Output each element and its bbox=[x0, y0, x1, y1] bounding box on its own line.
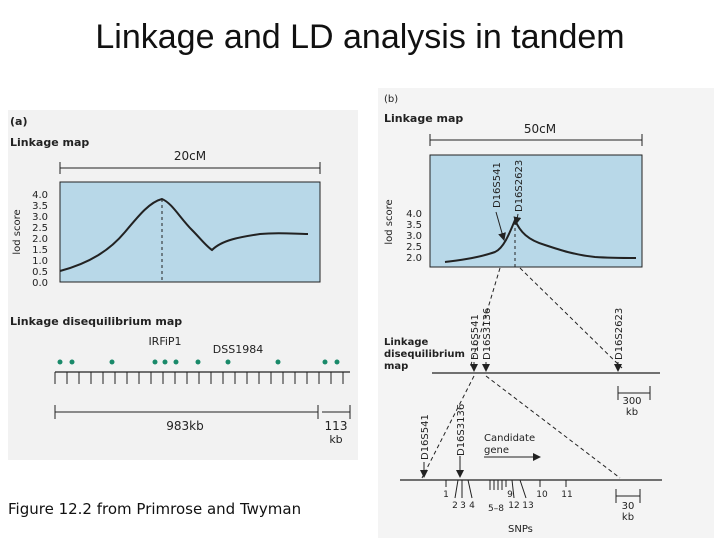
ld-marker-d16s541: D16S541 bbox=[470, 314, 481, 360]
snp-label: SNPs bbox=[508, 524, 533, 535]
panel-b-plot-area bbox=[429, 154, 643, 268]
ld-title-line-1: Linkage bbox=[384, 337, 428, 348]
snp-number: 13 bbox=[522, 501, 533, 511]
ld-marker-d16s3136: D16S3136 bbox=[482, 308, 493, 360]
snp-ticks bbox=[445, 479, 567, 499]
snp-number: 5–8 bbox=[488, 504, 504, 514]
panel-b: (b) Linkage map 50cM D16S541 D16S2623 lo… bbox=[378, 88, 714, 538]
snp-number: 9 bbox=[507, 490, 513, 500]
snp-number: 12 bbox=[508, 501, 519, 511]
scale-unit-kb: kb bbox=[622, 512, 634, 523]
y-tick: 0.0 bbox=[32, 278, 48, 289]
y-tick: 2.5 bbox=[406, 242, 422, 253]
zoom-line bbox=[469, 267, 501, 369]
scale-label-300: 300 bbox=[622, 396, 641, 407]
y-tick: 2.0 bbox=[406, 253, 422, 264]
panel-a-linkage-title: Linkage map bbox=[10, 136, 89, 149]
y-tick: 1.0 bbox=[32, 256, 48, 267]
ld-map-ticks-a bbox=[54, 372, 344, 384]
y-tick: 4.0 bbox=[406, 209, 422, 220]
snp-number: 1 bbox=[443, 490, 449, 500]
panel-a-label: (a) bbox=[10, 115, 27, 128]
panel-b-linkage-title: Linkage map bbox=[384, 112, 463, 125]
snp-number: 2 bbox=[452, 501, 458, 511]
y-tick: 3.0 bbox=[32, 212, 48, 223]
ld-dots-a bbox=[57, 359, 340, 365]
y-tick: 0.5 bbox=[32, 267, 48, 278]
slide-title: Linkage and LD analysis in tandem bbox=[95, 18, 625, 56]
y-ticks-a: 4.0 3.5 3.0 2.5 2.0 1.5 1.0 0.5 0.0 bbox=[32, 190, 48, 289]
panel-a-plot-area bbox=[59, 181, 321, 283]
ld-marker-d16s2623: D16S2623 bbox=[614, 308, 625, 360]
peak-arrow bbox=[495, 211, 506, 241]
peak-marker-d16s2623: D16S2623 bbox=[514, 160, 525, 212]
scale-label-983kb: 983kb bbox=[166, 419, 203, 433]
marker-irfip1: IRFiP1 bbox=[148, 335, 181, 348]
gene-marker-d16s541: D16S541 bbox=[420, 414, 431, 460]
gene-marker-d16s3136: D16S3136 bbox=[456, 404, 467, 456]
snp-number: 3 bbox=[460, 501, 466, 511]
snp-number: 10 bbox=[536, 490, 548, 500]
peak-arrow bbox=[513, 213, 522, 225]
y-tick: 2.0 bbox=[32, 234, 48, 245]
ld-title-line-2: disequilibrium bbox=[384, 349, 465, 360]
scale-label-30: 30 bbox=[622, 501, 635, 512]
zoom-line bbox=[485, 375, 621, 479]
y-tick: 3.5 bbox=[32, 201, 48, 212]
y-tick: 3.5 bbox=[406, 220, 422, 231]
marker-dss1984: DSS1984 bbox=[213, 343, 263, 356]
y-tick: 4.0 bbox=[32, 190, 48, 201]
panel-b-label: (b) bbox=[384, 94, 398, 105]
y-tick: 2.5 bbox=[32, 223, 48, 234]
zoom-line bbox=[421, 375, 475, 479]
zoom-line bbox=[519, 267, 623, 369]
y-tick: 3.0 bbox=[406, 231, 422, 242]
scale-unit-kb: kb bbox=[626, 407, 638, 418]
panel-a: (a) Linkage map 20cM lod score 4.0 3.5 3… bbox=[8, 110, 358, 460]
lod-curve-a bbox=[59, 197, 309, 272]
peak-marker-d16s541: D16S541 bbox=[492, 162, 503, 208]
snp-number: 4 bbox=[469, 501, 475, 511]
candidate-label-1: Candidate bbox=[484, 433, 535, 444]
snp-numbers: 1 2 3 4 5–8 9 12 13 10 11 bbox=[443, 490, 573, 514]
figure-caption: Figure 12.2 from Primrose and Twyman bbox=[8, 500, 302, 518]
y-axis-label-a: lod score bbox=[12, 209, 23, 254]
scale-label-50cm: 50cM bbox=[524, 122, 556, 136]
y-tick: 1.5 bbox=[32, 245, 48, 256]
scale-unit-kb: kb bbox=[329, 433, 342, 446]
panel-a-ld-title: Linkage disequilibrium map bbox=[10, 315, 182, 328]
lod-curve-b bbox=[444, 217, 637, 263]
y-axis-label-b: lod score bbox=[384, 199, 395, 244]
snp-number: 11 bbox=[561, 490, 572, 500]
y-ticks-b: 4.0 3.5 3.0 2.5 2.0 bbox=[406, 209, 422, 264]
ld-title-line-3: map bbox=[384, 361, 408, 372]
scale-label-20cm: 20cM bbox=[174, 149, 206, 163]
candidate-label-2: gene bbox=[484, 445, 509, 456]
scale-label-113: 113 bbox=[325, 419, 348, 433]
